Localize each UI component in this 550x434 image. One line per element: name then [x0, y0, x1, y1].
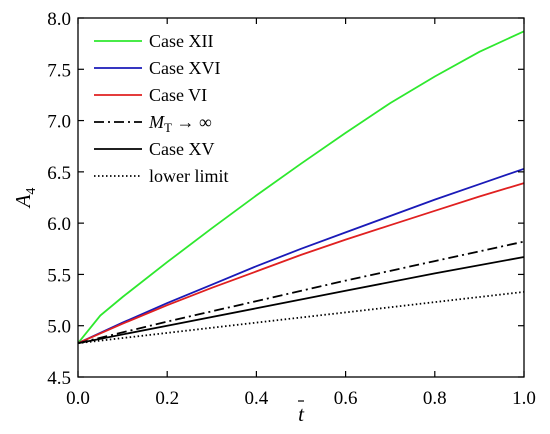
- y-tick-label: 7.5: [47, 60, 71, 81]
- y-tick-label: 5.5: [47, 265, 71, 286]
- series-line-4: [77, 240, 525, 345]
- legend-label-2: Case XVI: [149, 58, 220, 78]
- y-tick-label: 6.0: [47, 214, 71, 235]
- series-line-3: [77, 182, 525, 345]
- legend-label-4: MT → ∞: [148, 112, 212, 135]
- y-tick-label: 4.5: [47, 368, 71, 389]
- legend-label-6: lower limit: [149, 166, 229, 186]
- y-tick-label: 8.0: [47, 9, 71, 30]
- y-axis-label-subscript: 4: [24, 188, 39, 195]
- legend-label-3: Case VI: [149, 85, 207, 105]
- x-tick-label: 0.4: [245, 388, 269, 409]
- plot-frame: [77, 17, 525, 378]
- legend: Case XII Case XVI Case VI MT → ∞ Case XV lowe…: [94, 31, 229, 186]
- labels-layer: t A4: [11, 188, 305, 426]
- series-line-2: [77, 167, 525, 345]
- x-axis-label: t: [298, 402, 305, 426]
- series-line-6: [77, 291, 525, 345]
- y-tick-label: 5.0: [47, 317, 71, 338]
- y-tick-label: 6.5: [47, 163, 71, 184]
- x-tick-label: 0.2: [155, 388, 179, 409]
- x-tick-label: 1.0: [512, 388, 536, 409]
- ticks-layer: 0.0 0.2 0.4 0.6 0.8 1.0 4.5 5.0 5.5 6.0 6.5 7.0 7.5 8…: [47, 9, 536, 409]
- y-axis-label-main: A: [11, 194, 35, 209]
- series-layer: [77, 30, 525, 345]
- x-tick-label: 0.8: [423, 388, 447, 409]
- y-tick-label: 7.0: [47, 112, 71, 133]
- legend-label-1: Case XII: [149, 31, 213, 51]
- y-axis-label: A4: [11, 188, 39, 210]
- legend-label-5: Case XV: [149, 139, 215, 159]
- x-tick-label: 0.0: [66, 388, 90, 409]
- x-tick-label: 0.6: [334, 388, 358, 409]
- series-line-1: [77, 30, 525, 344]
- series-line-5: [77, 256, 525, 345]
